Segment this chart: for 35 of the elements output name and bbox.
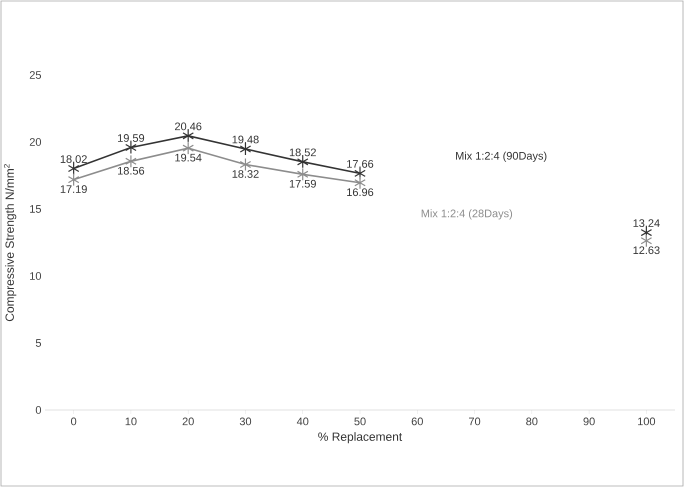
data-label: 18.32: [232, 170, 259, 178]
x-tick-label: 60: [412, 418, 423, 426]
x-tick-label: 50: [354, 418, 366, 426]
data-label: 12.63: [633, 246, 660, 254]
text: Mix 1:2:4 (28Days): [422, 209, 512, 220]
x-tick-label: 80: [526, 418, 538, 426]
x-tick-label: 0: [71, 418, 76, 426]
x-tick-label: 10: [126, 418, 137, 426]
data-label: 18.02: [60, 155, 87, 163]
data-label: 20.46: [175, 122, 202, 130]
x-tick-label: 70: [469, 418, 480, 426]
x-tick-label: 20: [182, 418, 194, 426]
y-tick-label: 15: [30, 205, 42, 213]
y-tick-label: 0: [36, 406, 42, 414]
x-tick-label: 100: [638, 418, 656, 426]
data-label: 19.48: [232, 136, 259, 144]
y-tick-label: 5: [36, 339, 42, 347]
x-axis-title: % Replacement: [318, 432, 402, 444]
data-label: 16.96: [347, 188, 374, 196]
y-tick-label: 10: [30, 272, 42, 280]
x-tick-label: 30: [240, 418, 252, 426]
y-tick-label: 20: [30, 138, 42, 146]
data-label: 17.59: [290, 180, 316, 188]
data-label: 17.66: [347, 160, 374, 168]
data-label: 13.24: [633, 219, 660, 228]
data-label: 17.19: [60, 185, 87, 193]
data-label: 18.56: [118, 166, 144, 175]
y-axis-title: Compressive Strength N/mm$^{2}$: [4, 164, 16, 322]
y-tick-label: 25: [30, 71, 42, 79]
x-tick-label: 90: [584, 418, 595, 426]
data-label: 18.52: [290, 148, 316, 156]
text: Mix 1:2:4 (90Days): [456, 152, 546, 162]
x-tick-label: 40: [296, 418, 308, 426]
data-label: 19.59: [118, 134, 144, 142]
data-label: 19.54: [175, 154, 202, 162]
